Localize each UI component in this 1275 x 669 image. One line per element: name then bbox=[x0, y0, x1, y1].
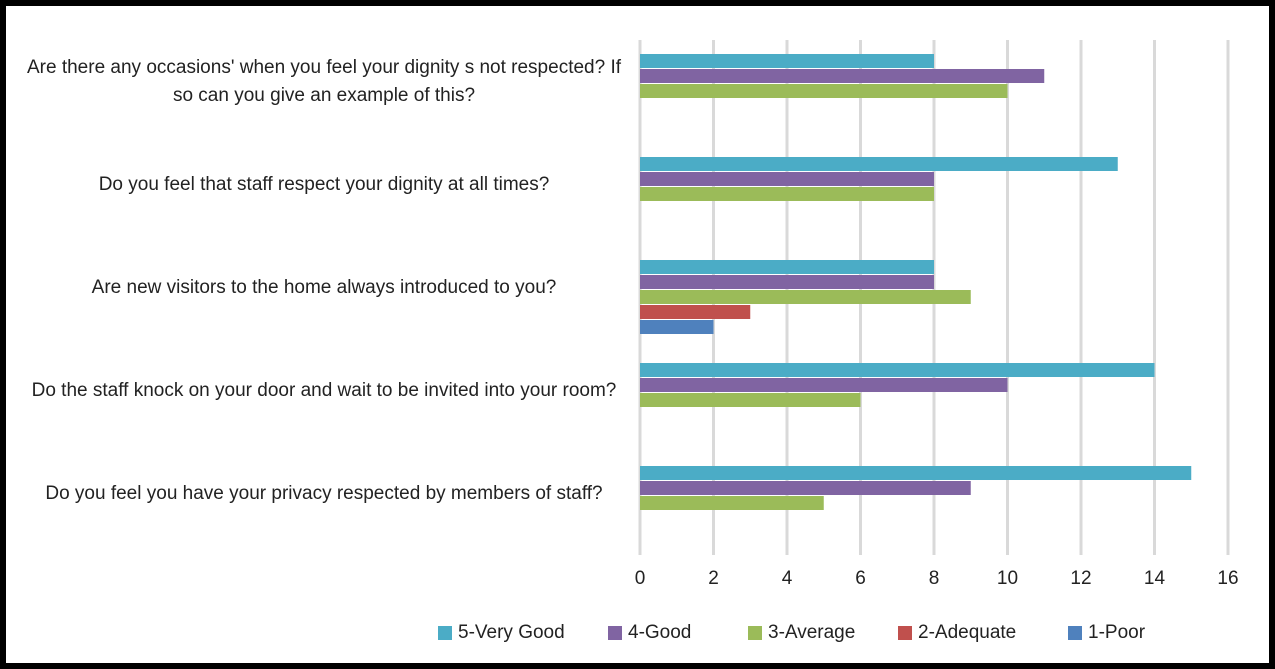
legend-swatch bbox=[608, 626, 622, 640]
x-tick-label: 2 bbox=[708, 568, 719, 589]
bar bbox=[640, 466, 1192, 480]
bar bbox=[640, 54, 934, 68]
bar bbox=[640, 290, 971, 304]
legend-label: 4-Good bbox=[628, 622, 691, 643]
y-tick-label: Do the staff knock on your door and wait… bbox=[31, 379, 617, 401]
legend-swatch bbox=[1068, 626, 1082, 640]
x-tick-label: 8 bbox=[929, 568, 940, 589]
legend-label: 2-Adequate bbox=[918, 622, 1016, 643]
legend-swatch bbox=[748, 626, 762, 640]
x-tick-label: 4 bbox=[782, 568, 793, 589]
legend-label: 5-Very Good bbox=[458, 622, 565, 643]
bar bbox=[640, 378, 1008, 392]
bar bbox=[640, 260, 934, 274]
y-tick-label: Are there any occasions' when you feel y… bbox=[26, 56, 622, 106]
y-tick-label: Are new visitors to the home always intr… bbox=[91, 276, 557, 298]
y-tick-label: Do you feel you have your privacy respec… bbox=[45, 482, 603, 504]
x-tick-label: 14 bbox=[1144, 568, 1166, 589]
bar bbox=[640, 320, 714, 334]
legend-swatch bbox=[898, 626, 912, 640]
legend-swatch bbox=[438, 626, 452, 640]
chart: 0 2 4 6 8 10 12 14 16 5-Very Good 4-Good 3-Average 2… bbox=[438, 40, 1239, 643]
bar bbox=[640, 481, 971, 495]
bar bbox=[640, 69, 1045, 83]
x-tick-label: 12 bbox=[1070, 568, 1091, 589]
bar bbox=[640, 275, 934, 289]
legend-label: 3-Average bbox=[768, 622, 855, 643]
x-tick-label: 10 bbox=[997, 568, 1018, 589]
bar bbox=[640, 172, 934, 186]
bar bbox=[640, 187, 934, 201]
bar bbox=[640, 157, 1118, 171]
bar bbox=[640, 84, 1008, 98]
x-tick-label: 0 bbox=[635, 568, 646, 589]
legend-label: 1-Poor bbox=[1088, 622, 1146, 643]
y-tick-label: Do you feel that staff respect your dign… bbox=[98, 173, 550, 195]
bar bbox=[640, 393, 861, 407]
x-tick-label: 16 bbox=[1217, 568, 1238, 589]
bar bbox=[640, 305, 751, 319]
x-tick-label: 6 bbox=[855, 568, 866, 589]
bar bbox=[640, 496, 824, 510]
bar bbox=[640, 363, 1155, 377]
